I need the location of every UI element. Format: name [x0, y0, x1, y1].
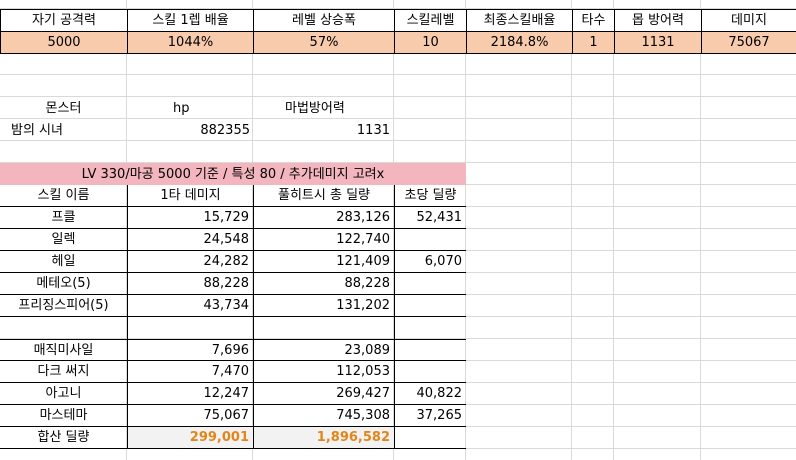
condition-banner[interactable]: LV 330/마공 5000 기준 / 특성 80 / 추가데미지 고려x [0, 163, 466, 185]
stat-header-cell[interactable]: 레벨 상승폭 [253, 9, 395, 32]
skill-hit-cell[interactable]: 7,696 [127, 339, 253, 361]
gridline-vertical [571, 0, 572, 460]
skill-hit-cell[interactable]: 24,282 [127, 251, 253, 273]
skill-hit-cell[interactable]: 24,548 [127, 229, 253, 251]
skill-total-cell[interactable]: 269,427 [253, 383, 394, 405]
skill-name-cell[interactable]: 매직미사일 [0, 339, 127, 361]
skill-total-cell[interactable]: 23,089 [253, 339, 394, 361]
skill-dps-cell[interactable] [394, 361, 466, 383]
gridline-horizontal [0, 8, 796, 9]
stat-header-cell[interactable]: 자기 공격력 [0, 9, 128, 32]
stat-header-cell[interactable]: 스킬 1렙 배율 [127, 9, 254, 32]
monster-header-hp[interactable]: hp [173, 100, 190, 116]
monster-name-cell[interactable]: 밤의 시녀 [11, 122, 63, 138]
separator-border [127, 317, 128, 339]
total-sum-cell[interactable]: 1,896,582 [253, 427, 394, 449]
skill-hit-cell[interactable]: 75,067 [127, 405, 253, 427]
separator-border [253, 317, 254, 339]
skill-total-cell[interactable]: 745,308 [253, 405, 394, 427]
skill-dps-cell[interactable]: 37,265 [394, 405, 466, 427]
total-label-cell[interactable]: 합산 딜량 [0, 427, 127, 449]
skill-total-cell[interactable]: 121,409 [253, 251, 394, 273]
skill-dps-cell[interactable]: 52,431 [394, 207, 466, 229]
stat-header-cell[interactable]: 스킬레벨 [394, 9, 467, 32]
gridline-vertical [126, 0, 127, 460]
stat-value-cell[interactable]: 57% [253, 31, 395, 54]
skill-total-cell[interactable]: 88,228 [253, 273, 394, 295]
skill-hit-cell[interactable]: 88,228 [127, 273, 253, 295]
stat-value-cell[interactable]: 1044% [127, 31, 254, 54]
gridline-horizontal [0, 162, 796, 163]
skill-total-cell[interactable]: 112,053 [253, 361, 394, 383]
gridline-vertical [700, 0, 701, 460]
skill-total-cell[interactable]: 122,740 [253, 229, 394, 251]
skill-hit-header[interactable]: 1타 데미지 [127, 185, 253, 207]
monster-hp-cell[interactable]: 882355 [200, 122, 250, 138]
skill-hit-cell[interactable]: 7,470 [127, 361, 253, 383]
skill-dps-header[interactable]: 초당 딜량 [394, 185, 466, 207]
stat-value-cell[interactable]: 75067 [701, 31, 796, 54]
skill-hit-cell[interactable]: 43,734 [127, 295, 253, 317]
skill-total-cell[interactable]: 283,126 [253, 207, 394, 229]
skill-dps-cell[interactable] [394, 295, 466, 317]
skill-dps-cell[interactable]: 40,822 [394, 383, 466, 405]
skill-name-cell[interactable]: 다크 써지 [0, 361, 127, 383]
gridline-vertical [465, 0, 466, 460]
gridline-vertical [393, 0, 394, 460]
stat-value-cell[interactable]: 10 [394, 31, 467, 54]
monster-header-name[interactable]: 몬스터 [45, 100, 82, 116]
stat-value-cell[interactable]: 5000 [0, 31, 128, 54]
monster-mdef-cell[interactable]: 1131 [356, 122, 390, 138]
gridline-vertical [252, 0, 253, 460]
stat-header-cell[interactable]: 몹 방어력 [614, 9, 702, 32]
skill-name-header[interactable]: 스킬 이름 [0, 185, 127, 207]
skill-total-cell[interactable]: 131,202 [253, 295, 394, 317]
skill-dps-cell[interactable] [394, 339, 466, 361]
skill-name-cell[interactable]: 헤일 [0, 251, 127, 273]
stat-header-cell[interactable]: 최종스킬배율 [466, 9, 573, 32]
stat-value-cell[interactable]: 2184.8% [466, 31, 573, 54]
gridline-horizontal [0, 74, 796, 75]
gridline-horizontal [0, 118, 796, 119]
skill-total-header[interactable]: 풀히트시 총 딜량 [253, 185, 394, 207]
skill-dps-cell[interactable] [394, 229, 466, 251]
stat-header-cell[interactable]: 타수 [572, 9, 615, 32]
skill-name-cell[interactable]: 일렉 [0, 229, 127, 251]
gridline-vertical [613, 0, 614, 460]
total-hit-cell[interactable]: 299,001 [127, 427, 253, 449]
skill-dps-cell[interactable] [394, 273, 466, 295]
stat-value-cell[interactable]: 1 [572, 31, 615, 54]
gridline-horizontal [0, 338, 796, 339]
skill-hit-cell[interactable]: 12,247 [127, 383, 253, 405]
gridline-horizontal [0, 140, 796, 141]
skill-name-cell[interactable]: 프클 [0, 207, 127, 229]
monster-header-mdef[interactable]: 마법방어력 [285, 100, 345, 116]
separator-border [394, 317, 395, 339]
skill-hit-cell[interactable]: 15,729 [127, 207, 253, 229]
skill-name-cell[interactable]: 프리징스피어(5) [0, 295, 127, 317]
stat-value-cell[interactable]: 1131 [614, 31, 702, 54]
skill-name-cell[interactable]: 메테오(5) [0, 273, 127, 295]
skill-name-cell[interactable]: 마스테마 [0, 405, 127, 427]
gridline-horizontal [0, 96, 796, 97]
total-dps-cell[interactable] [394, 427, 466, 449]
skill-name-cell[interactable]: 아고니 [0, 383, 127, 405]
stat-header-cell[interactable]: 데미지 [701, 9, 796, 32]
skill-dps-cell[interactable]: 6,070 [394, 251, 466, 273]
